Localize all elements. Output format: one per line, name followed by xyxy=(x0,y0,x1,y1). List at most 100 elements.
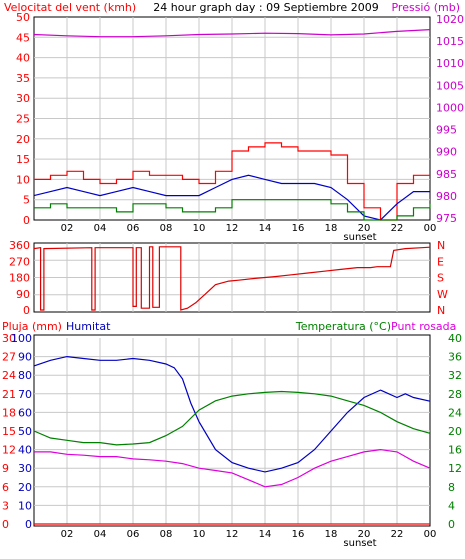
wind-tick-label: 10 xyxy=(16,173,30,186)
direction-line xyxy=(33,246,431,311)
temp-grid xyxy=(34,338,430,524)
wind-tick-label: 0 xyxy=(23,214,30,227)
wind-tick-label: 15 xyxy=(16,153,30,166)
humidity-y-ticks: 0 10 20 30 40 50 60 70 80 90 100 xyxy=(11,332,32,531)
wind-tick-label: 5 xyxy=(23,194,30,207)
x-tick-label: 00 xyxy=(424,529,437,540)
humidity-tick-label: 50 xyxy=(18,425,32,438)
rain-tick-label: 24 xyxy=(2,369,16,382)
compass-tick-label: N xyxy=(437,304,445,317)
pressure-tick-label: 1000 xyxy=(436,101,464,114)
humidity-tick-label: 0 xyxy=(25,518,32,531)
humidity-tick-label: 80 xyxy=(18,369,32,382)
wind-tick-label: 45 xyxy=(16,31,30,44)
chart-title: 24 hour graph day : 09 Septiembre 2009 xyxy=(153,1,378,14)
pressure-axis-title: Pressió (mb) xyxy=(391,1,460,14)
wind-tick-label: 35 xyxy=(16,72,30,85)
x-tick-label: 22 xyxy=(391,529,404,540)
x-tick-label: 10 xyxy=(193,529,206,540)
rain-axis-title: Pluja (mm) xyxy=(2,320,62,333)
temperature-tick-label: 32 xyxy=(448,369,462,382)
pressure-tick-label: 990 xyxy=(436,146,457,159)
x-tick-label: 14 xyxy=(259,529,272,540)
pressure-tick-label: 1020 xyxy=(436,13,464,26)
gust-line xyxy=(34,142,430,221)
dewpoint-axis-title: Punt rosada xyxy=(391,320,456,333)
humidity-tick-label: 70 xyxy=(18,388,32,401)
wind-axis-title: Velocitat del vent (kmh) xyxy=(4,1,136,14)
temperature-tick-label: 8 xyxy=(448,481,455,494)
humidity-tick-label: 40 xyxy=(18,444,32,457)
wind-tick-label: 20 xyxy=(16,133,30,146)
temperature-axis-title: Temperatura (°C) xyxy=(295,320,391,333)
direction-degree-ticks: 0 90 180 270 360 xyxy=(9,239,30,317)
direction-grid xyxy=(34,243,430,312)
temperature-tick-label: 12 xyxy=(448,462,462,475)
x-tick-label: 18 xyxy=(325,529,338,540)
x-tick-label: 02 xyxy=(61,529,74,540)
x-tick-label: 12 xyxy=(226,529,239,540)
wind-series xyxy=(33,29,431,221)
x-tick-label: 00 xyxy=(424,223,437,234)
x-tick-label: 08 xyxy=(160,529,173,540)
low-wind-line xyxy=(34,199,431,221)
x-tick-label: 20 xyxy=(358,223,371,234)
temp-humidity-panel: Pluja (mm) Humitat Temperatura (°C) Punt… xyxy=(2,320,462,549)
temp-series xyxy=(33,355,431,525)
humidity-tick-label: 30 xyxy=(18,462,32,475)
x-tick-label: 06 xyxy=(127,223,140,234)
pressure-tick-label: 1005 xyxy=(436,79,464,92)
x-tick-label: 20 xyxy=(358,529,371,540)
temperature-tick-label: 4 xyxy=(448,499,455,512)
temperature-y-ticks: 0 4 8 12 16 20 24 28 32 36 40 xyxy=(448,332,462,531)
wind-tick-label: 50 xyxy=(16,11,30,24)
x-tick-label: 12 xyxy=(226,223,239,234)
pressure-line xyxy=(33,29,431,38)
rain-tick-label: 18 xyxy=(2,406,16,419)
compass-tick-label: E xyxy=(437,255,444,268)
pressure-y-ticks: 975 980 985 990 995 1000 1005 1010 1015 1020 xyxy=(436,13,464,225)
rain-tick-label: 27 xyxy=(2,351,16,364)
rain-tick-label: 30 xyxy=(2,332,16,345)
humidity-tick-label: 60 xyxy=(18,406,32,419)
rain-tick-label: 15 xyxy=(2,425,16,438)
temperature-tick-label: 24 xyxy=(448,406,462,419)
pressure-tick-label: 975 xyxy=(436,212,457,225)
pressure-tick-label: 1015 xyxy=(436,35,464,48)
compass-tick-label: S xyxy=(437,272,444,285)
wind-pressure-panel: Velocitat del vent (kmh) 24 hour graph d… xyxy=(4,1,464,243)
x-tick-label: 08 xyxy=(160,223,173,234)
humidity-tick-label: 10 xyxy=(18,499,32,512)
x-tick-label: 16 xyxy=(292,529,305,540)
wind-x-ticks: 02 04 06 08 10 12 14 16 18 20 22 00 xyxy=(61,223,437,234)
wind-tick-label: 25 xyxy=(16,113,30,126)
sunset-marker: sunset xyxy=(343,232,376,243)
direction-series xyxy=(33,246,431,311)
temperature-tick-label: 16 xyxy=(448,444,462,457)
pressure-tick-label: 985 xyxy=(436,168,457,181)
direction-tick-label: 270 xyxy=(9,255,30,268)
rain-y-ticks: 0 3 6 9 12 15 18 21 24 27 30 xyxy=(2,332,16,531)
x-tick-label: 22 xyxy=(391,223,404,234)
humidity-tick-label: 90 xyxy=(18,351,32,364)
humidity-tick-label: 100 xyxy=(11,332,32,345)
humidity-line xyxy=(33,355,431,473)
direction-tick-label: 90 xyxy=(16,288,30,301)
temperature-line xyxy=(33,390,431,446)
temperature-tick-label: 28 xyxy=(448,388,462,401)
x-tick-label: 10 xyxy=(193,223,206,234)
sunset-marker-bottom: sunset xyxy=(343,538,376,549)
x-tick-label: 06 xyxy=(127,529,140,540)
x-tick-label: 04 xyxy=(94,529,107,540)
wind-tick-label: 30 xyxy=(16,92,30,105)
wind-tick-label: 40 xyxy=(16,52,30,65)
temperature-tick-label: 20 xyxy=(448,425,462,438)
compass-tick-label: W xyxy=(437,288,448,301)
humidity-tick-label: 20 xyxy=(18,481,32,494)
temperature-tick-label: 36 xyxy=(448,351,462,364)
temperature-tick-label: 0 xyxy=(448,518,455,531)
pressure-tick-label: 1010 xyxy=(436,57,464,70)
